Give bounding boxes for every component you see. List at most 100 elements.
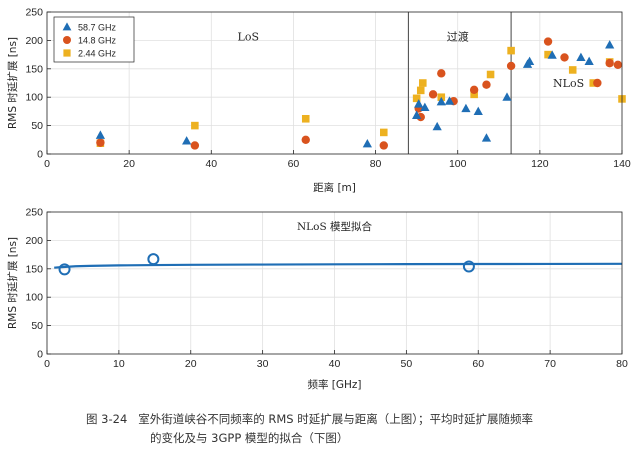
- y-tick-label: 0: [37, 149, 43, 161]
- data-point: [362, 138, 372, 148]
- top-y-axis-label: RMS 时延扩展 [ns]: [6, 37, 19, 129]
- data-point: [502, 92, 512, 101]
- x-tick-label: 80: [616, 358, 628, 370]
- data-point: [461, 103, 471, 113]
- data-point: [412, 94, 421, 103]
- top-y-ticks: 0 50 100 150 200 250: [25, 7, 51, 161]
- bottom-y-axis-label: RMS 时延扩展 [ns]: [6, 237, 19, 329]
- x-tick-label: 40: [329, 358, 341, 370]
- legend-marker: [62, 22, 72, 31]
- y-tick-label: 100: [25, 92, 43, 104]
- data-point: [444, 96, 455, 105]
- y-tick-label: 50: [31, 320, 43, 332]
- model-fit-line: [54, 262, 623, 269]
- x-tick-label: 10: [113, 358, 125, 370]
- data-point: [547, 50, 557, 59]
- data-point: [96, 138, 105, 147]
- data-point: [416, 86, 425, 95]
- region-label: 过渡: [447, 29, 469, 43]
- data-point: [605, 40, 615, 49]
- x-tick-label: 20: [185, 358, 197, 370]
- data-point: [507, 46, 515, 55]
- x-tick-label: 30: [257, 358, 269, 370]
- y-tick-label: 200: [25, 235, 43, 247]
- x-tick-label: 70: [544, 358, 556, 370]
- data-point: [380, 128, 388, 137]
- x-tick-label: 80: [370, 158, 382, 170]
- caption-text-1: 室外街道峡谷不同频率的 RMS 时延扩展与距离（上图）；平均时延扩展随频率: [138, 412, 534, 426]
- top-region-boundaries: [407, 12, 512, 154]
- x-tick-label: 50: [401, 358, 413, 370]
- top-legend: 58.7 GHz 14.8 GHz 2.44 GHz: [53, 16, 135, 63]
- data-point: [191, 121, 199, 130]
- data-point: [576, 52, 586, 62]
- data-point: [613, 60, 623, 70]
- y-tick-label: 0: [37, 349, 43, 361]
- x-tick-label: 0: [44, 158, 50, 170]
- region-label: LoS: [238, 30, 259, 43]
- caption-figure-number: 图 3-24: [86, 412, 128, 426]
- caption-line-1: 图 3-24 室外街道峡谷不同频率的 RMS 时延扩展与距离（上图）；平均时延扩…: [86, 410, 533, 429]
- data-point: [544, 50, 552, 59]
- y-tick-label: 150: [25, 263, 43, 275]
- data-point: [182, 136, 192, 145]
- legend-marker: [63, 36, 71, 44]
- x-tick-label: 100: [449, 158, 467, 170]
- top-plot-area: [47, 12, 622, 154]
- caption-text-2: 的变化及与 3GPP 模型的拟合（下图）: [150, 431, 349, 445]
- top-chart: LoS 过渡 NLoS 0 20 40 60 80 100 120 140 0 50 100 150 20…: [6, 7, 631, 195]
- top-axes-frame: [46, 11, 623, 155]
- top-data-points: [95, 37, 626, 150]
- legend-label: 2.44 GHz: [78, 49, 117, 59]
- data-point: [486, 70, 495, 79]
- data-point: [584, 56, 594, 65]
- x-tick-label: 40: [205, 158, 217, 170]
- data-point: [437, 69, 446, 78]
- legend-marker: [63, 49, 71, 57]
- data-point: [414, 99, 424, 108]
- x-tick-label: 0: [44, 358, 50, 370]
- bottom-data-marks: [54, 253, 623, 276]
- data-point: [506, 61, 516, 71]
- bottom-x-ticks: 0 10 20 30 40 50 60 70 80: [44, 350, 628, 370]
- data-point: [301, 135, 310, 144]
- data-point: [301, 115, 310, 123]
- data-point: [428, 90, 438, 99]
- y-tick-label: 150: [25, 63, 43, 75]
- region-label: NLoS: [553, 77, 584, 90]
- x-tick-label: 120: [531, 158, 549, 170]
- data-point: [568, 66, 577, 74]
- y-tick-label: 250: [25, 207, 43, 219]
- x-tick-label: 140: [613, 158, 631, 170]
- data-point: [482, 80, 491, 89]
- bottom-chart-annotation: NLoS 模型拟合: [297, 220, 373, 233]
- data-point: [481, 133, 492, 142]
- data-point: [420, 102, 430, 111]
- bottom-y-ticks: 0 50 100 150 200 250: [25, 207, 51, 361]
- data-point: [412, 110, 422, 119]
- measured-point: [147, 253, 160, 266]
- data-point: [470, 90, 478, 99]
- y-tick-label: 250: [25, 7, 43, 19]
- legend-label: 14.8 GHz: [78, 36, 117, 46]
- data-point: [419, 79, 427, 87]
- top-x-ticks: 0 20 40 60 80 100 120 140: [44, 150, 631, 170]
- legend-label: 58.7 GHz: [78, 23, 117, 33]
- top-region-labels: LoS 过渡 NLoS: [238, 29, 585, 90]
- data-point: [432, 121, 442, 131]
- y-tick-label: 100: [25, 292, 43, 304]
- caption-line-2: 的变化及与 3GPP 模型的拟合（下图）: [86, 429, 533, 448]
- data-point: [95, 130, 106, 139]
- data-point: [543, 37, 553, 46]
- bottom-x-axis-label: 频率 [GHz]: [307, 378, 361, 391]
- figure-caption: 图 3-24 室外街道峡谷不同频率的 RMS 时延扩展与距离（上图）；平均时延扩…: [86, 410, 533, 448]
- top-x-axis-label: 距离 [m]: [313, 181, 356, 194]
- data-point: [379, 141, 388, 150]
- y-tick-label: 200: [25, 35, 43, 47]
- x-tick-label: 60: [472, 358, 484, 370]
- x-tick-label: 20: [123, 158, 135, 170]
- measured-point: [58, 263, 71, 276]
- bottom-chart: 0 10 20 30 40 50 60 70 80 0 50 100 150 200 250 NLoS 模…: [6, 207, 628, 392]
- data-point: [469, 85, 479, 95]
